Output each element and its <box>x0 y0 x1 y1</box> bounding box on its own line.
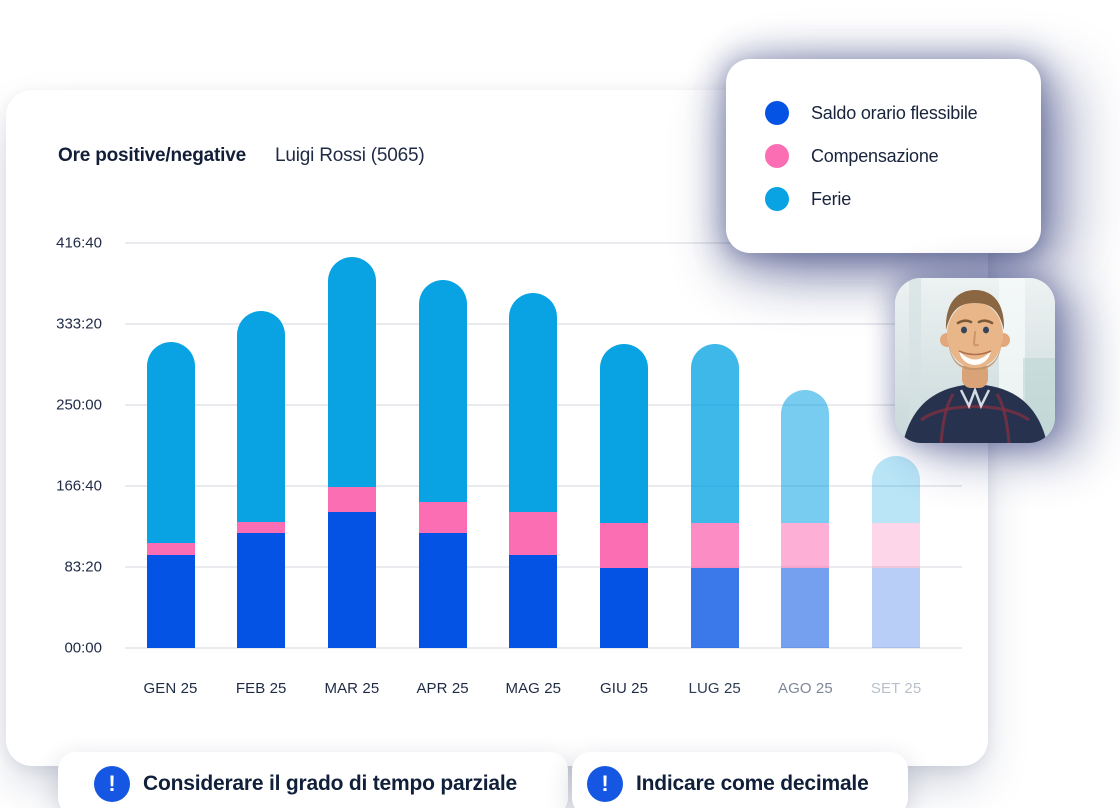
bar-segment-saldo-orario-flessibile[interactable] <box>872 568 921 648</box>
bar-segment-compensazione[interactable] <box>327 486 376 512</box>
bar-segment-ferie[interactable] <box>237 310 286 522</box>
bar-segment-compensazione[interactable] <box>418 502 467 534</box>
stacked-bar-set-25[interactable] <box>872 455 921 648</box>
legend-dot-icon <box>765 101 789 125</box>
legend-item-ferie[interactable]: Ferie <box>765 187 1041 211</box>
x-axis-label-mar-25: MAR 25 <box>324 680 380 697</box>
legend-card: Saldo orario flessibile Compensazione Feri… <box>726 59 1041 253</box>
legend-item-compensazione[interactable]: Compensazione <box>765 144 1041 168</box>
bar-segment-compensazione[interactable] <box>872 522 921 569</box>
gridline <box>125 241 962 244</box>
bar-segment-saldo-orario-flessibile[interactable] <box>237 533 286 648</box>
legend-label: Compensazione <box>811 145 939 166</box>
bar-segment-ferie[interactable] <box>781 390 830 523</box>
legend-label: Ferie <box>811 188 852 209</box>
x-axis-label-lug-25: LUG 25 <box>688 680 741 697</box>
x-axis-label-mag-25: MAG 25 <box>505 680 562 697</box>
y-axis-tick-label: 416:40 <box>56 234 102 252</box>
exclamation-icon: ! <box>587 766 623 802</box>
bar-segment-saldo-orario-flessibile[interactable] <box>509 554 558 648</box>
bar-segment-saldo-orario-flessibile[interactable] <box>781 568 830 648</box>
y-axis-tick-label: 333:20 <box>56 315 102 333</box>
legend-dot-icon <box>765 187 789 211</box>
stacked-bar-giu-25[interactable] <box>600 343 648 648</box>
chart-subtitle-employee: Luigi Rossi (5065) <box>275 145 425 166</box>
bar-segment-compensazione[interactable] <box>237 521 286 534</box>
x-axis-label-feb-25: FEB 25 <box>235 680 287 697</box>
avatar-photo <box>895 278 1055 443</box>
footnote-text: Considerare il grado di tempo parziale <box>143 772 517 795</box>
stacked-bar-feb-25[interactable] <box>237 310 286 648</box>
stacked-bar-lug-25[interactable] <box>690 343 739 648</box>
x-axis-label-giu-25: GIU 25 <box>599 680 649 697</box>
bar-segment-saldo-orario-flessibile[interactable] <box>600 568 648 648</box>
bar-segment-ferie[interactable] <box>600 343 648 523</box>
bar-segment-ferie[interactable] <box>418 279 467 503</box>
bar-segment-saldo-orario-flessibile[interactable] <box>146 554 195 648</box>
bar-segment-compensazione[interactable] <box>600 522 648 569</box>
bar-segment-ferie[interactable] <box>690 343 739 523</box>
stacked-bar-gen-25[interactable] <box>146 341 195 648</box>
footnote-text: Indicare come decimale <box>636 772 869 795</box>
y-axis-tick-label: 83:20 <box>64 558 102 576</box>
bar-segment-saldo-orario-flessibile[interactable] <box>690 568 739 648</box>
gridline <box>125 647 962 649</box>
stacked-bar-apr-25[interactable] <box>418 279 467 648</box>
legend-label: Saldo orario flessibile <box>811 102 978 123</box>
bar-segment-ferie[interactable] <box>327 257 376 487</box>
chart-title: Ore positive/negative <box>58 145 246 166</box>
x-axis-label-set-25: SET 25 <box>870 680 922 697</box>
y-axis-tick-label: 00:00 <box>64 639 102 657</box>
x-axis-label-gen-25: GEN 25 <box>143 680 198 697</box>
y-axis-tick-label: 250:00 <box>56 396 102 414</box>
bar-segment-compensazione[interactable] <box>509 511 558 555</box>
bar-segment-ferie[interactable] <box>509 293 558 512</box>
bar-segment-compensazione[interactable] <box>146 543 195 555</box>
y-axis-tick-label: 166:40 <box>56 477 102 495</box>
x-axis-label-apr-25: APR 25 <box>416 680 469 697</box>
bar-segment-saldo-orario-flessibile[interactable] <box>327 511 376 648</box>
bar-segment-ferie[interactable] <box>146 341 195 544</box>
exclamation-icon: ! <box>94 766 130 802</box>
legend-dot-icon <box>765 144 789 168</box>
legend-item-saldo-orario-flessibile[interactable]: Saldo orario flessibile <box>765 101 1041 125</box>
stacked-bar-ago-25[interactable] <box>781 390 830 648</box>
footnote-pill-decimale: ! Indicare come decimale <box>572 752 908 808</box>
stacked-bar-mag-25[interactable] <box>509 293 558 648</box>
bar-segment-saldo-orario-flessibile[interactable] <box>418 533 467 648</box>
bar-segment-compensazione[interactable] <box>781 522 830 569</box>
x-axis-label-ago-25: AGO 25 <box>777 680 833 697</box>
stacked-bar-mar-25[interactable] <box>327 257 376 648</box>
bar-segment-compensazione[interactable] <box>690 522 739 569</box>
footnote-pill-tempo-parziale: ! Considerare il grado di tempo parziale <box>58 752 568 808</box>
portrait-illustration <box>895 278 1055 443</box>
bar-segment-ferie[interactable] <box>872 455 921 523</box>
